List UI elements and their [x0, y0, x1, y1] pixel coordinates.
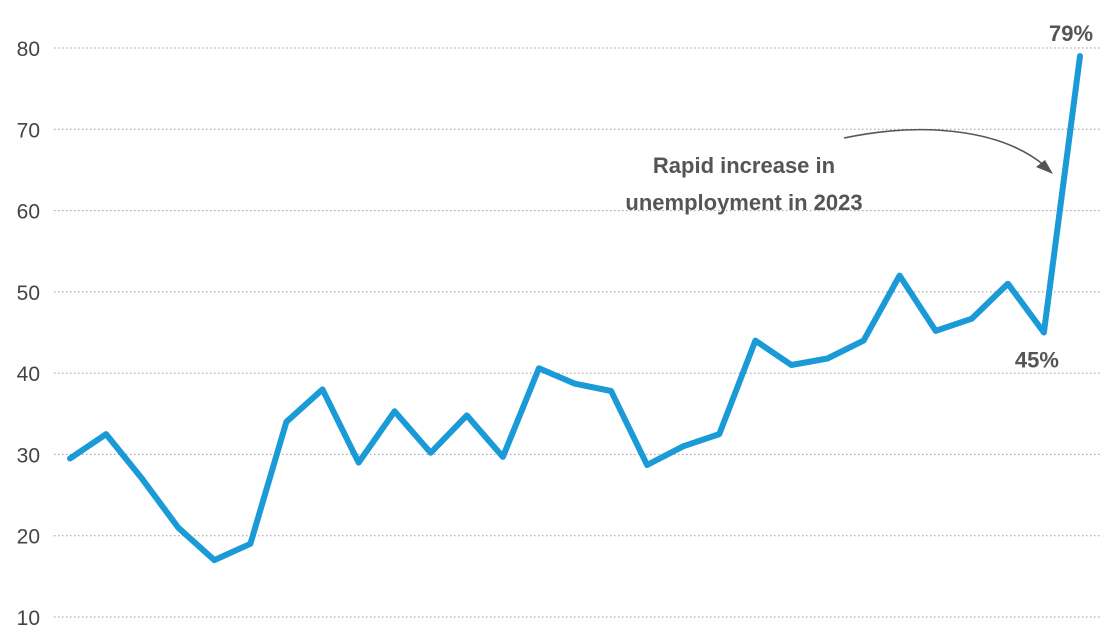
y-tick-label: 60 [17, 201, 40, 224]
annotation-line-2: unemployment in 2023 [625, 190, 862, 215]
y-axis-tick-labels: 10 20 30 40 50 60 70 80 [17, 38, 40, 630]
annotation: Rapid increase in unemployment in 2023 [625, 128, 1053, 215]
annotation-arrowhead [1036, 160, 1053, 174]
y-tick-label: 10 [17, 607, 40, 630]
data-label-45-percent: 45% [1015, 348, 1059, 373]
annotation-line-1: Rapid increase in [653, 153, 835, 178]
y-tick-label: 20 [17, 526, 40, 549]
grid [54, 47, 1100, 618]
series-line [67, 53, 1083, 564]
y-tick-label: 50 [17, 282, 40, 305]
data-label-79-percent: 79% [1049, 21, 1093, 46]
y-tick-label: 80 [17, 38, 40, 61]
y-tick-label: 40 [17, 363, 40, 386]
data-labels: 79% 45% [1015, 21, 1093, 372]
annotation-arrow [843, 128, 1046, 167]
y-tick-label: 70 [17, 119, 40, 142]
y-tick-label: 30 [17, 444, 40, 467]
